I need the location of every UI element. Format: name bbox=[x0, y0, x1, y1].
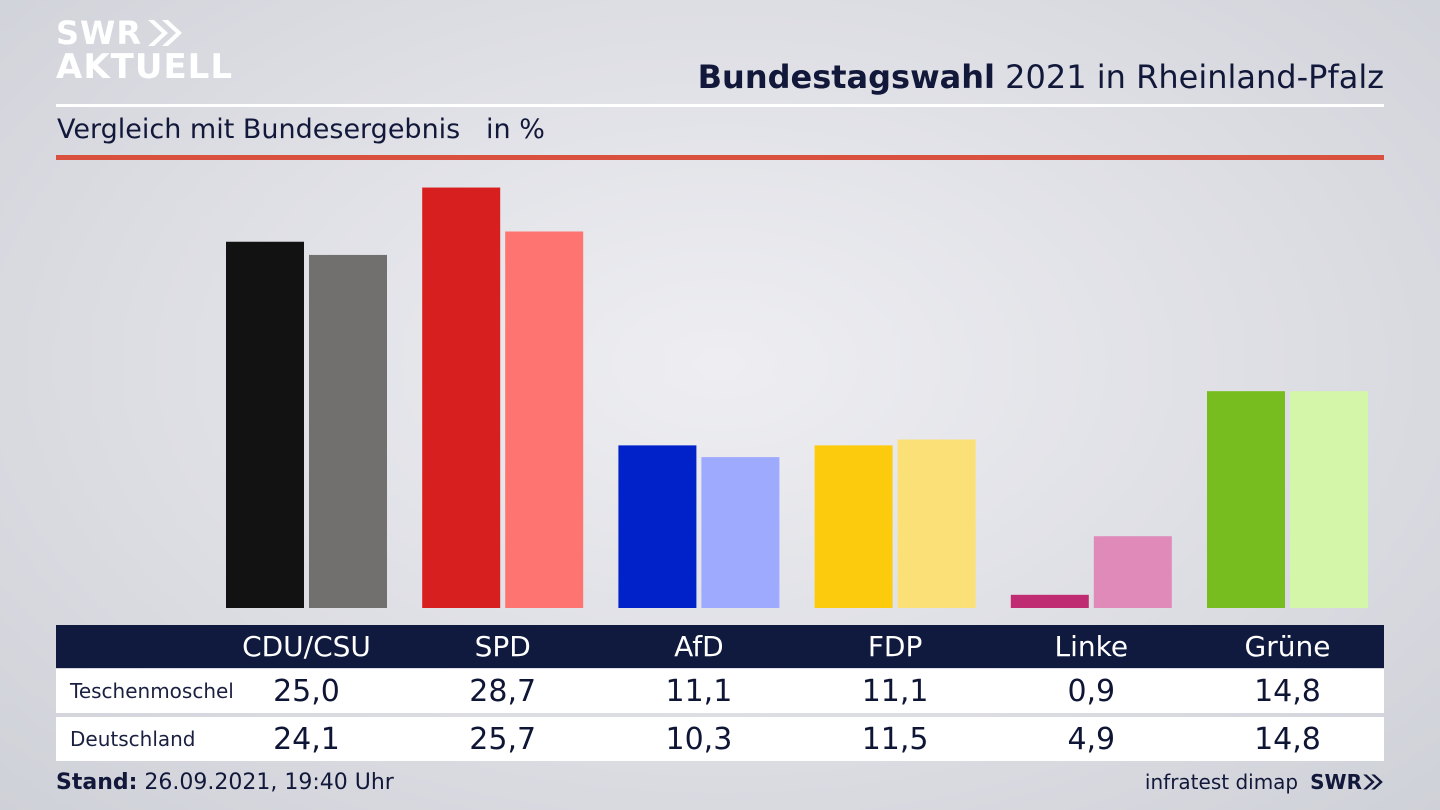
column-header: Grüne bbox=[1244, 630, 1331, 663]
bar-grne-teschenmoschel bbox=[1207, 391, 1285, 608]
bar-cducsu-deutschland bbox=[309, 254, 387, 608]
table-cell: 25,0 bbox=[273, 673, 340, 709]
bar-fdp-deutschland bbox=[897, 439, 976, 608]
brand-label: SWR bbox=[1310, 770, 1362, 794]
row-label: Teschenmoschel bbox=[70, 679, 234, 703]
table-cell: 11,1 bbox=[665, 673, 733, 709]
subtitle-text: Vergleich mit Bundesergebnis bbox=[57, 114, 461, 145]
logo-line1: SWR bbox=[56, 14, 142, 52]
source-label: infratest dimap bbox=[1144, 770, 1299, 794]
bar-linke-deutschland bbox=[1093, 536, 1172, 608]
stand-label: Stand: bbox=[56, 770, 138, 795]
table-header: CDU/CSU SPD AfD FDP Linke Grüne bbox=[56, 625, 1384, 668]
table-cell: 14,8 bbox=[1254, 673, 1321, 709]
stand-value: 26.09.2021, 19:40 Uhr bbox=[137, 770, 394, 795]
bar-fdp-teschenmoschel bbox=[814, 445, 893, 608]
bar-afd-teschenmoschel bbox=[618, 445, 697, 608]
title-rest: 2021 in Rheinland-Pfalz bbox=[995, 58, 1384, 96]
swr-aktuell-logo: SWR AKTUELL bbox=[56, 16, 233, 84]
bar-cducsu-teschenmoschel bbox=[226, 241, 304, 608]
table-cell: 11,1 bbox=[861, 673, 929, 709]
bar-linke-teschenmoschel bbox=[1010, 594, 1089, 608]
table-row: Teschenmoschel 25,0 28,7 11,1 11,1 0,9 14,8 bbox=[56, 669, 1384, 713]
swr-brand: SWR bbox=[1310, 770, 1384, 794]
column-header: SPD bbox=[474, 630, 531, 663]
table-cell: 28,7 bbox=[469, 673, 537, 709]
header-divider bbox=[56, 104, 1384, 107]
table-cell: 0,9 bbox=[1067, 673, 1116, 709]
source-credit: infratest dimap SWR bbox=[1145, 770, 1384, 794]
table-row: Deutschland 24,1 25,7 10,3 11,5 4,9 14,8 bbox=[56, 717, 1384, 761]
bar-spd-teschenmoschel bbox=[422, 187, 501, 609]
row-label: Deutschland bbox=[70, 727, 196, 751]
subtitle-divider bbox=[56, 155, 1384, 160]
unit-label: in % bbox=[486, 114, 545, 145]
column-header: Linke bbox=[1054, 630, 1129, 663]
table-cell: 11,5 bbox=[861, 721, 929, 757]
double-chevron-icon bbox=[147, 20, 182, 46]
column-header: CDU/CSU bbox=[242, 630, 371, 663]
table-cell: 10,3 bbox=[665, 721, 733, 757]
bar-grne-deutschland bbox=[1290, 391, 1368, 608]
column-header: FDP bbox=[867, 630, 923, 663]
bar-spd-deutschland bbox=[505, 231, 584, 608]
subtitle: Vergleich mit Bundesergebnis in % bbox=[57, 114, 545, 145]
timestamp: Stand: 26.09.2021, 19:40 Uhr bbox=[56, 770, 394, 795]
table-cell: 25,7 bbox=[469, 721, 537, 757]
page-title: Bundestagswahl 2021 in Rheinland-Pfalz bbox=[698, 58, 1384, 96]
title-bold: Bundestagswahl bbox=[697, 58, 995, 96]
bar-chart bbox=[226, 187, 1368, 609]
table-cell: 24,1 bbox=[273, 721, 340, 757]
table-cell: 14,8 bbox=[1254, 721, 1321, 757]
logo-line2: AKTUELL bbox=[56, 47, 234, 87]
table-cell: 4,9 bbox=[1067, 721, 1116, 757]
column-header: AfD bbox=[674, 630, 724, 663]
bar-afd-deutschland bbox=[701, 457, 780, 608]
double-chevron-icon bbox=[1363, 774, 1383, 790]
